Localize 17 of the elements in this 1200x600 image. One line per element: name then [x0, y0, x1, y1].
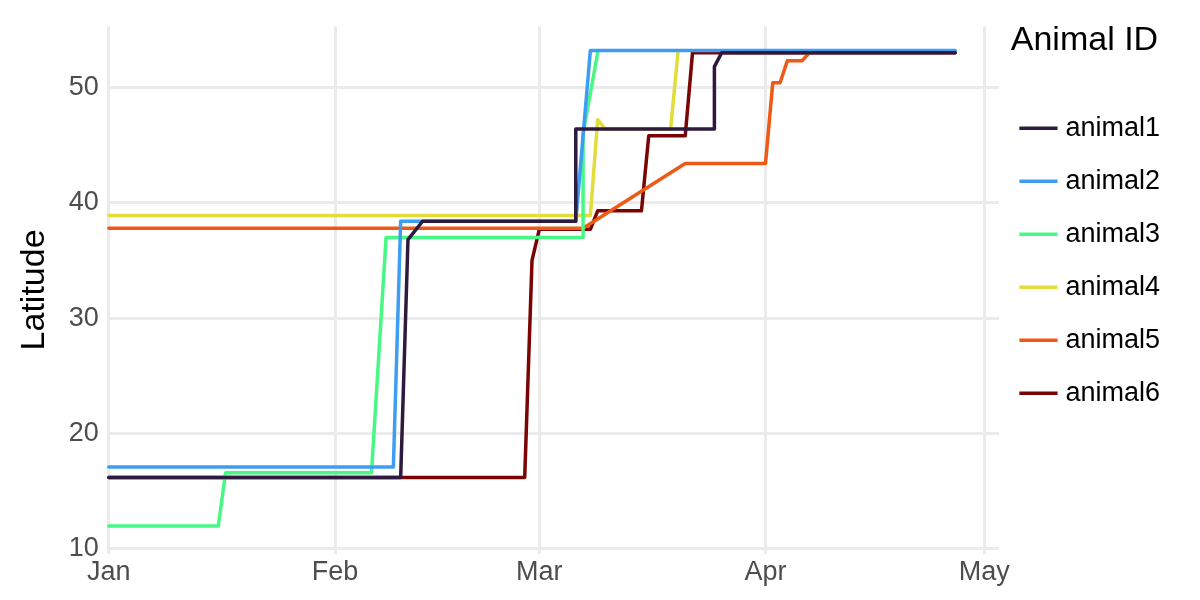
- y-axis-title: Latitude: [12, 229, 51, 351]
- x-tick-label: May: [958, 556, 1011, 587]
- y-tick-label: 40: [68, 186, 99, 217]
- y-tick-label: 20: [68, 417, 99, 448]
- x-tick-label: Apr: [744, 556, 787, 587]
- legend-label: animal6: [1065, 376, 1161, 407]
- y-tick-label: 30: [68, 301, 99, 332]
- y-tick-label: 50: [68, 70, 99, 101]
- x-tick-label: Jan: [87, 556, 131, 587]
- x-tick-label: Feb: [311, 556, 359, 587]
- x-tick-label: Mar: [516, 556, 563, 587]
- legend-label: animal3: [1065, 217, 1161, 248]
- legend-label: animal2: [1065, 164, 1161, 195]
- legend-label: animal4: [1065, 270, 1161, 301]
- legend-label: animal1: [1065, 111, 1161, 142]
- legend-label: animal5: [1065, 323, 1161, 354]
- legend-title: Animal ID: [1010, 19, 1159, 58]
